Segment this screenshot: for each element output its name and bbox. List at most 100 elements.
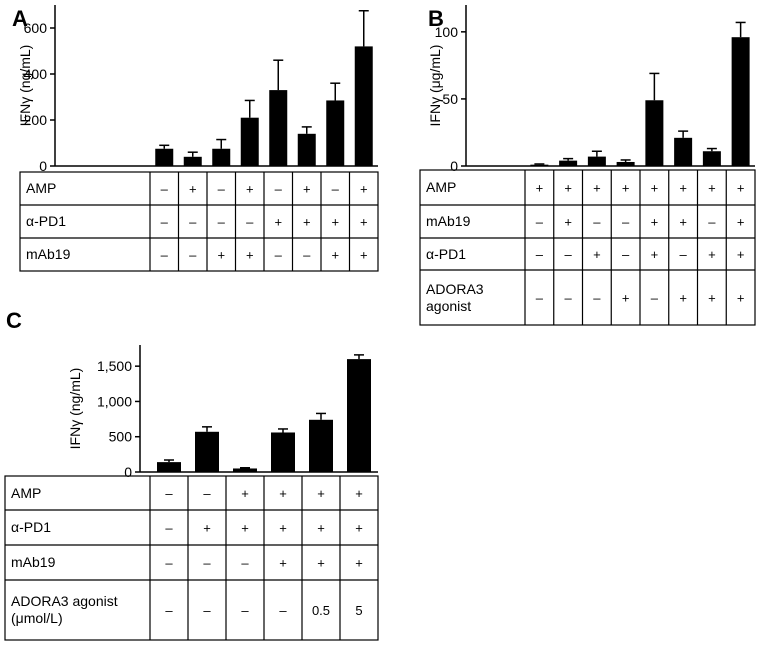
- table-cell: –: [165, 521, 173, 536]
- table-cell: +: [536, 181, 544, 196]
- table-cell: –: [536, 291, 544, 306]
- row-label: AMP: [26, 180, 57, 196]
- row-label-box: mAb19: [426, 213, 471, 229]
- table-cell: –: [593, 215, 601, 230]
- table-cell: +: [246, 182, 254, 197]
- table-cell: +: [360, 248, 368, 263]
- table-cell: +: [279, 521, 287, 536]
- table-cell: +: [708, 247, 716, 262]
- table-cell: +: [651, 181, 659, 196]
- bar: [271, 432, 295, 472]
- table-cell: +: [331, 215, 339, 230]
- row-label-box: mAb19: [26, 246, 71, 262]
- table-cell: –: [218, 182, 226, 197]
- table-cell: +: [331, 248, 339, 263]
- y-axis-label: IFNγ (μg/mL): [427, 45, 443, 127]
- bar: [559, 160, 578, 166]
- table-cell: +: [737, 181, 745, 196]
- table-cell: +: [246, 248, 254, 263]
- panel-label: A: [12, 6, 28, 31]
- table-cell: +: [241, 486, 249, 501]
- table-cell: –: [279, 603, 287, 618]
- table-cell: –: [332, 182, 340, 197]
- table-cell: –: [275, 182, 283, 197]
- table-cell: +: [303, 215, 311, 230]
- y-tick-label: 100: [435, 24, 459, 40]
- table-cell: –: [565, 247, 573, 262]
- y-tick-label: 200: [24, 112, 48, 128]
- row-label: AMP: [426, 179, 457, 195]
- table-cell: +: [360, 182, 368, 197]
- table-cell: +: [360, 215, 368, 230]
- table-cell: –: [680, 247, 688, 262]
- table-cell: +: [622, 181, 630, 196]
- y-tick-label: 400: [24, 66, 48, 82]
- row-label-box: ADORA3 agonist: [426, 281, 484, 314]
- row-label-box: AMP: [26, 180, 57, 196]
- bar: [157, 462, 181, 472]
- table-cell: +: [737, 291, 745, 306]
- table-cell: –: [161, 182, 169, 197]
- row-label-box: AMP: [11, 484, 42, 501]
- bar: [326, 100, 345, 166]
- bar: [702, 151, 721, 166]
- bar: [616, 161, 635, 166]
- table-border: [19, 171, 379, 272]
- y-tick-label: 1,500: [97, 358, 132, 374]
- table-cell: –: [161, 215, 169, 230]
- panel-label: C: [6, 308, 22, 333]
- bar: [587, 156, 606, 166]
- table-cell: +: [203, 521, 211, 536]
- table-cell: –: [275, 248, 283, 263]
- bar: [195, 431, 219, 472]
- bar: [645, 100, 664, 166]
- row-label-box: ADORA3 agonist (μmol/L): [11, 593, 118, 626]
- table-cell: –: [203, 556, 211, 571]
- y-axis-label: IFNγ (ng/mL): [17, 45, 33, 127]
- table-cell: –: [536, 247, 544, 262]
- table-cell: +: [279, 486, 287, 501]
- table-cell: –: [536, 215, 544, 230]
- table-cell: +: [651, 247, 659, 262]
- y-tick-label: 50: [442, 91, 458, 107]
- bar: [155, 148, 174, 166]
- bar: [269, 90, 288, 166]
- bar: [674, 137, 693, 166]
- row-label: AMP: [11, 484, 42, 501]
- table-cell: +: [279, 556, 287, 571]
- table-cell: +: [274, 215, 282, 230]
- row-label: α-PD1: [26, 213, 66, 229]
- y-tick-label: 0: [124, 464, 132, 480]
- table-cell: +: [737, 215, 745, 230]
- table-cell: –: [165, 556, 173, 571]
- table-border: [419, 169, 756, 326]
- table-cell: +: [355, 486, 363, 501]
- bar: [240, 117, 259, 166]
- table-cell: –: [241, 603, 249, 618]
- table-cell: –: [241, 556, 249, 571]
- row-label: mAb19: [426, 213, 471, 229]
- table-cell: +: [564, 181, 572, 196]
- table-cell: –: [622, 215, 630, 230]
- bar: [212, 148, 231, 166]
- table-cell: –: [622, 247, 630, 262]
- bar: [347, 359, 371, 472]
- table-cell: +: [303, 182, 311, 197]
- table-cell: +: [679, 215, 687, 230]
- table-cell: +: [651, 215, 659, 230]
- table-cell: +: [679, 181, 687, 196]
- row-label-box: α-PD1: [426, 245, 466, 262]
- table-cell: –: [708, 215, 716, 230]
- panel-label: B: [428, 6, 444, 31]
- row-label: mAb19: [11, 554, 56, 570]
- table-cell: +: [317, 486, 325, 501]
- table-cell: 0.5: [312, 603, 330, 618]
- table-cell: +: [355, 556, 363, 571]
- table-cell: +: [189, 182, 197, 197]
- row-label: α-PD1: [426, 245, 466, 262]
- row-label: ADORA3 agonist (μmol/L): [11, 593, 118, 626]
- table-cell: +: [708, 181, 716, 196]
- row-label-box: α-PD1: [26, 213, 66, 229]
- row-label: mAb19: [26, 246, 71, 262]
